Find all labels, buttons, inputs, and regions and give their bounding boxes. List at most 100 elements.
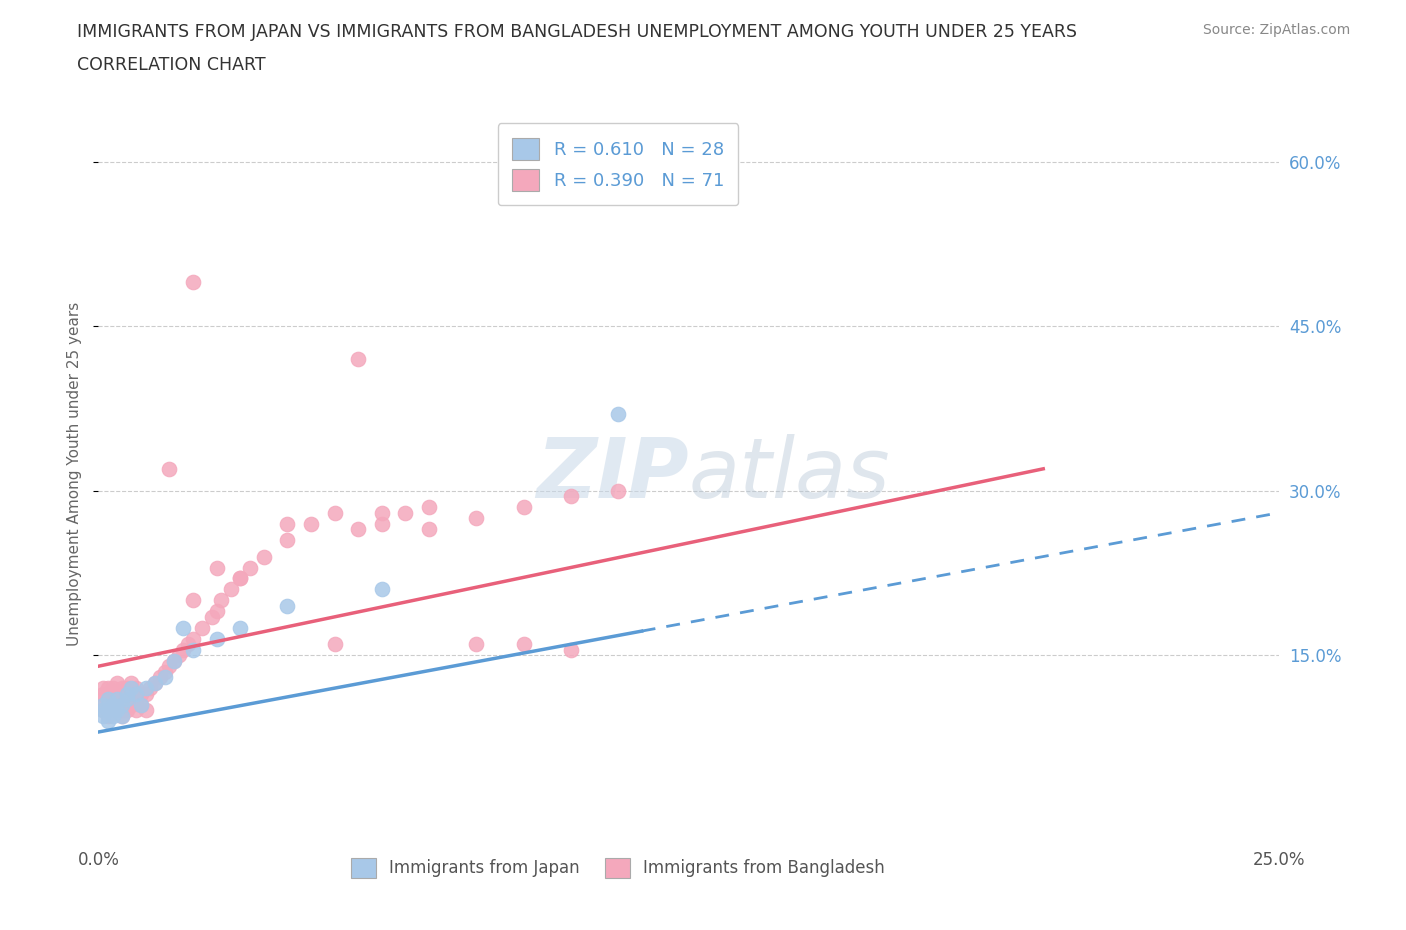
Point xyxy=(125,703,148,718)
Point xyxy=(299,516,322,531)
Point xyxy=(276,598,298,613)
Point xyxy=(181,643,204,658)
Point xyxy=(418,522,440,537)
Point xyxy=(115,692,138,707)
Point xyxy=(101,681,124,696)
Text: atlas: atlas xyxy=(689,433,890,515)
Point xyxy=(111,703,134,718)
Legend: Immigrants from Japan, Immigrants from Bangladesh: Immigrants from Japan, Immigrants from B… xyxy=(344,851,891,884)
Point xyxy=(105,692,128,707)
Point xyxy=(181,275,204,290)
Point xyxy=(560,643,582,658)
Point xyxy=(121,675,143,690)
Point xyxy=(512,637,534,652)
Point xyxy=(323,637,346,652)
Text: ZIP: ZIP xyxy=(536,433,689,515)
Point xyxy=(153,664,176,679)
Point xyxy=(347,352,370,366)
Text: Source: ZipAtlas.com: Source: ZipAtlas.com xyxy=(1202,23,1350,37)
Point xyxy=(115,686,138,701)
Point xyxy=(560,489,582,504)
Point xyxy=(229,571,252,586)
Point xyxy=(201,609,224,624)
Point xyxy=(105,686,128,701)
Point xyxy=(101,692,124,707)
Point xyxy=(276,533,298,548)
Point xyxy=(97,692,120,707)
Point xyxy=(143,675,166,690)
Point xyxy=(465,637,488,652)
Point xyxy=(418,499,440,514)
Point xyxy=(105,703,128,718)
Point xyxy=(97,703,120,718)
Point xyxy=(181,593,204,608)
Point xyxy=(91,703,114,718)
Point xyxy=(111,708,134,723)
Point xyxy=(219,582,242,597)
Point xyxy=(121,686,143,701)
Point xyxy=(97,713,120,728)
Point xyxy=(91,708,114,723)
Point xyxy=(371,505,394,520)
Point xyxy=(101,703,124,718)
Point xyxy=(394,505,416,520)
Point xyxy=(125,692,148,707)
Point xyxy=(191,620,214,635)
Point xyxy=(172,620,194,635)
Point xyxy=(149,670,172,684)
Point xyxy=(101,708,124,723)
Point xyxy=(177,637,200,652)
Point xyxy=(125,686,148,701)
Point xyxy=(129,686,152,701)
Point xyxy=(229,571,252,586)
Point xyxy=(157,461,180,476)
Point xyxy=(163,653,186,668)
Point xyxy=(91,698,114,712)
Point xyxy=(209,593,232,608)
Point xyxy=(115,681,138,696)
Point xyxy=(143,675,166,690)
Point xyxy=(115,703,138,718)
Point xyxy=(135,681,157,696)
Y-axis label: Unemployment Among Youth under 25 years: Unemployment Among Youth under 25 years xyxy=(67,302,83,646)
Point xyxy=(512,499,534,514)
Point xyxy=(139,681,162,696)
Point xyxy=(105,698,128,712)
Point xyxy=(111,692,134,707)
Point xyxy=(105,675,128,690)
Point xyxy=(135,703,157,718)
Point xyxy=(371,582,394,597)
Point xyxy=(97,692,120,707)
Point xyxy=(101,698,124,712)
Point xyxy=(111,698,134,712)
Point xyxy=(181,631,204,646)
Point xyxy=(172,643,194,658)
Point xyxy=(153,670,176,684)
Point xyxy=(465,511,488,525)
Point xyxy=(97,708,120,723)
Point xyxy=(91,686,114,701)
Point xyxy=(115,692,138,707)
Point xyxy=(205,604,228,618)
Point xyxy=(276,516,298,531)
Point xyxy=(607,484,630,498)
Point xyxy=(371,516,394,531)
Point xyxy=(205,560,228,575)
Point xyxy=(91,692,114,707)
Point xyxy=(253,549,276,564)
Point xyxy=(157,658,180,673)
Point xyxy=(163,653,186,668)
Point xyxy=(111,708,134,723)
Point xyxy=(229,620,252,635)
Point xyxy=(323,505,346,520)
Point xyxy=(129,698,152,712)
Point xyxy=(167,648,190,663)
Point xyxy=(347,522,370,537)
Point xyxy=(121,681,143,696)
Text: IMMIGRANTS FROM JAPAN VS IMMIGRANTS FROM BANGLADESH UNEMPLOYMENT AMONG YOUTH UND: IMMIGRANTS FROM JAPAN VS IMMIGRANTS FROM… xyxy=(77,23,1077,41)
Point xyxy=(91,681,114,696)
Text: CORRELATION CHART: CORRELATION CHART xyxy=(77,56,266,73)
Point xyxy=(121,698,143,712)
Point xyxy=(125,681,148,696)
Point xyxy=(239,560,262,575)
